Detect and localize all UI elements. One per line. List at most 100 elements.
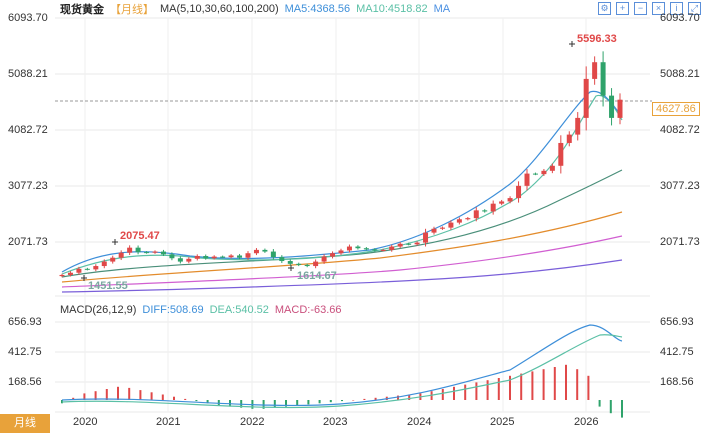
price-label-left: 5088.21 — [8, 68, 48, 80]
diff-value: DIFF:508.69 — [142, 304, 204, 316]
macd-histogram — [61, 364, 623, 418]
candle-body — [330, 253, 336, 257]
candle-body — [363, 248, 369, 250]
instrument-title: 现货黄金 — [60, 4, 104, 16]
mid-high-annotation: 2075.47 — [120, 230, 160, 242]
candle-body — [566, 134, 572, 143]
candle-body — [296, 263, 302, 265]
ma5-value: MA5:4368.56 — [284, 3, 351, 15]
macd-bar — [285, 400, 287, 407]
macd-bar — [296, 400, 299, 406]
ma-toggle[interactable]: MA — [433, 3, 451, 15]
macd-bar — [587, 375, 590, 400]
zoom-icon[interactable]: + — [616, 2, 629, 15]
candle-body — [372, 249, 378, 251]
macd-bar — [273, 400, 276, 408]
candle-body — [211, 256, 217, 259]
candle-body — [59, 274, 65, 277]
macd-bar — [262, 400, 265, 409]
candle-body — [203, 256, 209, 259]
candle-body — [245, 253, 251, 258]
candle-body — [262, 249, 268, 252]
macd-bar — [576, 369, 579, 400]
macd-bar — [621, 400, 623, 418]
high-annotation: 5596.33 — [577, 33, 617, 45]
candle-body — [144, 252, 150, 254]
candle-body — [313, 261, 319, 267]
candle-body — [338, 250, 344, 254]
candle-body — [279, 257, 285, 262]
candle-body — [160, 251, 166, 255]
candle-body — [490, 203, 496, 212]
macd-bar — [318, 400, 321, 404]
macd-bar — [486, 380, 489, 400]
macd-label-right: 656.93 — [660, 316, 694, 328]
macd-header: MACD(26,12,9) DIFF:508.69 DEA:540.52 MAC… — [60, 304, 348, 316]
candle-body — [465, 218, 471, 220]
candle-body — [516, 185, 522, 199]
candle-body — [541, 170, 547, 175]
candle-body — [177, 258, 183, 262]
price-label-left: 3077.23 — [8, 180, 48, 192]
candle-body — [118, 252, 124, 258]
settings-icon[interactable]: ⚙ — [598, 2, 611, 15]
candle-body — [431, 228, 437, 233]
macd-bar — [553, 367, 556, 400]
ma30-line — [61, 169, 623, 278]
year-label: 2025 — [490, 416, 515, 428]
ma10-line — [61, 94, 623, 275]
info-icon[interactable]: i — [670, 2, 683, 15]
macd-bar — [441, 389, 444, 400]
macd-bar — [83, 393, 86, 400]
year-label: 2022 — [240, 416, 265, 428]
macd-bar — [117, 386, 119, 400]
candle-body — [456, 219, 462, 223]
candle-body — [355, 246, 361, 249]
price-label-right: 4082.72 — [660, 124, 700, 136]
macd-bar — [475, 382, 478, 400]
candle-body — [558, 142, 564, 166]
low-annotation-1: 1451.55 — [88, 280, 128, 292]
candle-body — [253, 249, 259, 254]
macd-label-right: 168.56 — [660, 376, 694, 388]
period-tab[interactable]: 月线 — [0, 414, 50, 433]
macd-bar — [497, 378, 500, 400]
ma60-line — [61, 211, 623, 283]
candle-body — [575, 117, 581, 135]
candle-body — [389, 246, 395, 250]
candle-body — [473, 210, 479, 219]
expand-icon[interactable]: ⤢ — [688, 2, 701, 15]
candle-body — [270, 251, 276, 258]
macd-bar — [173, 396, 175, 400]
candle-body — [346, 246, 352, 251]
candle-body — [423, 232, 429, 243]
price-label-right: 6093.70 — [660, 12, 700, 24]
macd-label-left: 168.56 — [8, 376, 42, 388]
macd-bar — [128, 387, 131, 400]
year-label: 2020 — [73, 416, 98, 428]
zoom-out-icon[interactable]: − — [634, 2, 647, 15]
year-label: 2026 — [574, 416, 599, 428]
macd-bar — [408, 394, 411, 400]
price-label-left: 2071.73 — [8, 236, 48, 248]
period-label[interactable]: 【月线】 — [110, 4, 154, 16]
candle-body — [617, 99, 623, 118]
close-icon[interactable]: × — [652, 2, 665, 15]
price-label-right: 2071.73 — [660, 236, 700, 248]
macd-bar — [329, 400, 332, 403]
candle-body — [101, 261, 107, 267]
candle-body — [186, 258, 192, 262]
year-axis: 2020 2021 2022 2023 2024 2025 2026 — [0, 416, 709, 432]
ma200-line — [61, 259, 623, 293]
macd-bar — [509, 375, 511, 400]
macd-bar — [307, 400, 310, 405]
dea-value: DEA:540.52 — [209, 304, 269, 316]
candle-body — [287, 261, 293, 264]
chart-header: 现货黄金 【月线】 MA(5,10,30,60,100,200) MA5:436… — [0, 0, 709, 18]
macd-bar — [150, 392, 153, 400]
candle-body — [592, 62, 598, 79]
macd-value: MACD:-63.66 — [274, 304, 342, 316]
macd-label-left: 656.93 — [8, 316, 42, 328]
macd-label-right: 412.75 — [660, 346, 694, 358]
